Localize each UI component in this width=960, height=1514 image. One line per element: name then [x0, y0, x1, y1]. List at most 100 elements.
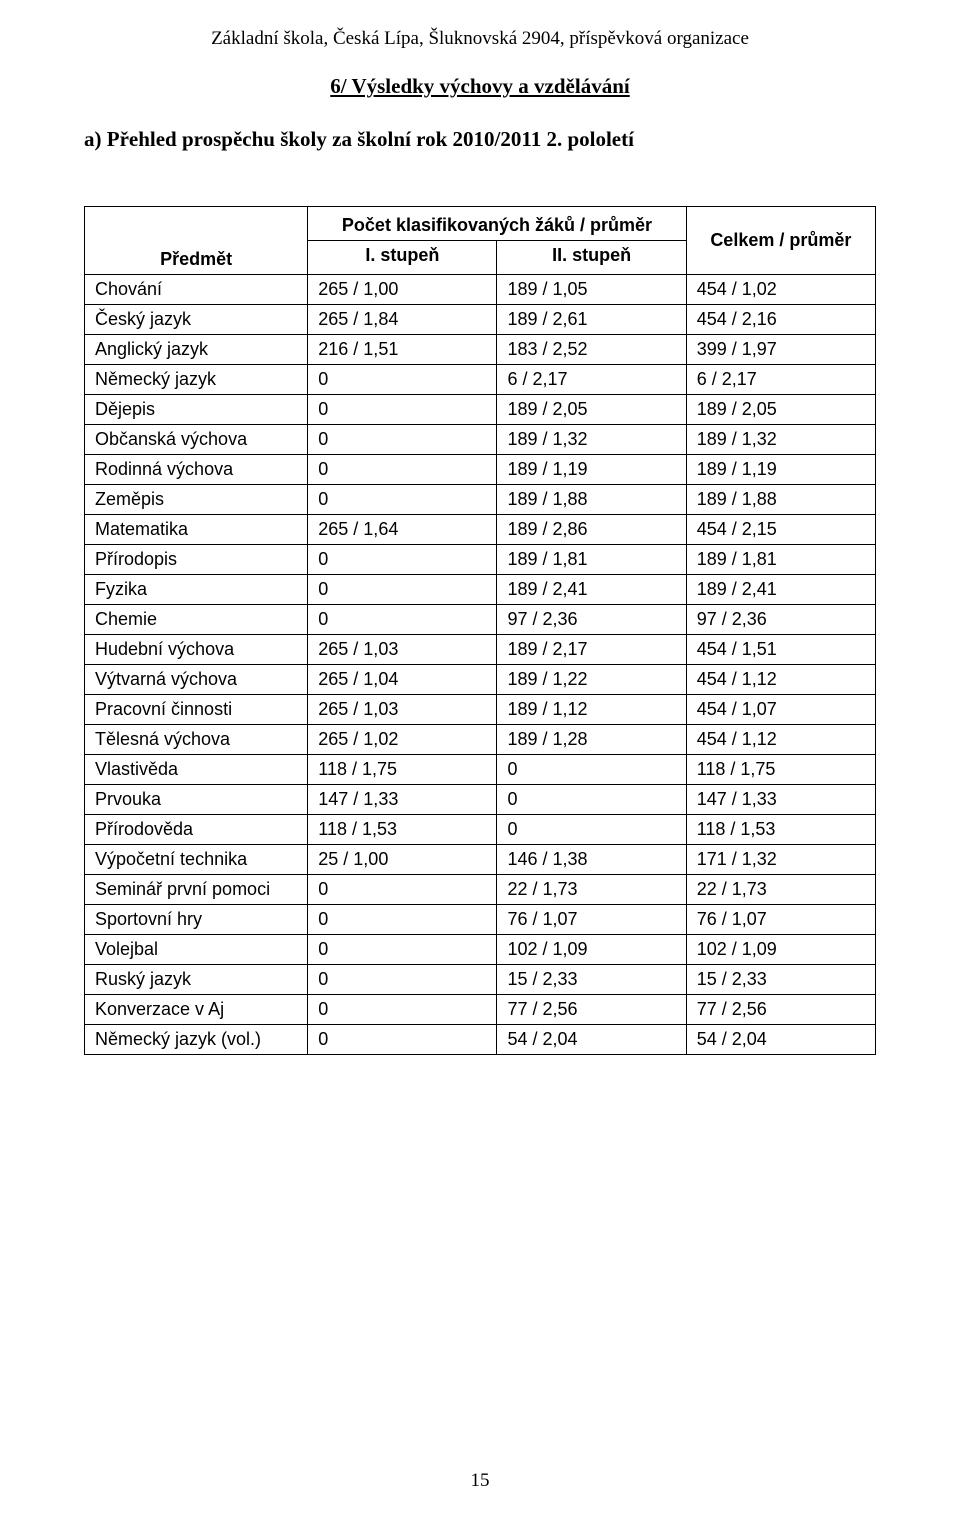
cell-subject: Anglický jazyk [85, 335, 308, 365]
cell-subject: Přírodověda [85, 815, 308, 845]
cell-stage1: 265 / 1,02 [308, 725, 497, 755]
cell-total: 454 / 1,02 [686, 275, 875, 305]
cell-stage1: 0 [308, 905, 497, 935]
cell-stage1: 216 / 1,51 [308, 335, 497, 365]
cell-total: 15 / 2,33 [686, 965, 875, 995]
table-row: Výpočetní technika25 / 1,00146 / 1,38171… [85, 845, 876, 875]
cell-total: 22 / 1,73 [686, 875, 875, 905]
table-row: Vlastivěda118 / 1,750118 / 1,75 [85, 755, 876, 785]
cell-stage1: 265 / 1,64 [308, 515, 497, 545]
table-body: Chování265 / 1,00189 / 1,05454 / 1,02Čes… [85, 275, 876, 1055]
table-row: Prvouka147 / 1,330147 / 1,33 [85, 785, 876, 815]
cell-stage1: 0 [308, 875, 497, 905]
cell-stage1: 0 [308, 575, 497, 605]
col-header-stage1: I. stupeň [308, 241, 497, 275]
cell-total: 189 / 1,81 [686, 545, 875, 575]
table-header: Předmět Počet klasifikovaných žáků / prů… [85, 207, 876, 275]
cell-stage2: 189 / 1,81 [497, 545, 686, 575]
cell-subject: Chování [85, 275, 308, 305]
cell-stage1: 265 / 1,03 [308, 635, 497, 665]
cell-subject: Sportovní hry [85, 905, 308, 935]
grades-table: Předmět Počet klasifikovaných žáků / prů… [84, 206, 876, 1055]
cell-stage1: 0 [308, 395, 497, 425]
cell-subject: Český jazyk [85, 305, 308, 335]
table-row: Tělesná výchova265 / 1,02189 / 1,28454 /… [85, 725, 876, 755]
cell-stage2: 189 / 2,05 [497, 395, 686, 425]
cell-stage2: 76 / 1,07 [497, 905, 686, 935]
table-row: Chování265 / 1,00189 / 1,05454 / 1,02 [85, 275, 876, 305]
school-header: Základní škola, Česká Lípa, Šluknovská 2… [84, 28, 876, 50]
table-row: Konverzace v Aj077 / 2,5677 / 2,56 [85, 995, 876, 1025]
table-row: Matematika265 / 1,64189 / 2,86454 / 2,15 [85, 515, 876, 545]
cell-stage2: 146 / 1,38 [497, 845, 686, 875]
cell-total: 189 / 1,19 [686, 455, 875, 485]
table-row: Volejbal0102 / 1,09102 / 1,09 [85, 935, 876, 965]
table-row: Pracovní činnosti265 / 1,03189 / 1,12454… [85, 695, 876, 725]
cell-stage2: 6 / 2,17 [497, 365, 686, 395]
cell-total: 189 / 1,88 [686, 485, 875, 515]
table-row: Sportovní hry076 / 1,0776 / 1,07 [85, 905, 876, 935]
cell-stage2: 22 / 1,73 [497, 875, 686, 905]
col-header-total: Celkem / průměr [686, 207, 875, 275]
cell-total: 454 / 1,12 [686, 725, 875, 755]
cell-total: 189 / 2,41 [686, 575, 875, 605]
cell-stage1: 0 [308, 605, 497, 635]
cell-subject: Německý jazyk (vol.) [85, 1025, 308, 1055]
cell-total: 454 / 1,51 [686, 635, 875, 665]
cell-stage1: 118 / 1,75 [308, 755, 497, 785]
table-row: Rodinná výchova0189 / 1,19189 / 1,19 [85, 455, 876, 485]
table-row: Český jazyk265 / 1,84189 / 2,61454 / 2,1… [85, 305, 876, 335]
cell-stage2: 77 / 2,56 [497, 995, 686, 1025]
cell-total: 454 / 1,12 [686, 665, 875, 695]
page-number: 15 [0, 1470, 960, 1492]
cell-stage1: 118 / 1,53 [308, 815, 497, 845]
cell-total: 454 / 1,07 [686, 695, 875, 725]
cell-stage2: 189 / 2,86 [497, 515, 686, 545]
cell-total: 77 / 2,56 [686, 995, 875, 1025]
cell-total: 76 / 1,07 [686, 905, 875, 935]
cell-total: 6 / 2,17 [686, 365, 875, 395]
cell-total: 454 / 2,15 [686, 515, 875, 545]
table-row: Výtvarná výchova265 / 1,04189 / 1,22454 … [85, 665, 876, 695]
cell-stage2: 102 / 1,09 [497, 935, 686, 965]
page-container: Základní škola, Česká Lípa, Šluknovská 2… [0, 0, 960, 1514]
table-row: Německý jazyk (vol.)054 / 2,0454 / 2,04 [85, 1025, 876, 1055]
cell-stage1: 0 [308, 545, 497, 575]
table-row: Hudební výchova265 / 1,03189 / 2,17454 /… [85, 635, 876, 665]
cell-total: 118 / 1,75 [686, 755, 875, 785]
cell-subject: Seminář první pomoci [85, 875, 308, 905]
cell-subject: Hudební výchova [85, 635, 308, 665]
cell-total: 118 / 1,53 [686, 815, 875, 845]
cell-total: 171 / 1,32 [686, 845, 875, 875]
cell-subject: Volejbal [85, 935, 308, 965]
cell-total: 399 / 1,97 [686, 335, 875, 365]
cell-stage2: 189 / 1,28 [497, 725, 686, 755]
table-row: Dějepis0189 / 2,05189 / 2,05 [85, 395, 876, 425]
cell-stage2: 189 / 2,41 [497, 575, 686, 605]
cell-subject: Fyzika [85, 575, 308, 605]
table-row: Přírodopis0189 / 1,81189 / 1,81 [85, 545, 876, 575]
cell-stage2: 189 / 1,05 [497, 275, 686, 305]
cell-subject: Zeměpis [85, 485, 308, 515]
table-row: Občanská výchova0189 / 1,32189 / 1,32 [85, 425, 876, 455]
cell-stage2: 189 / 2,61 [497, 305, 686, 335]
cell-stage1: 265 / 1,00 [308, 275, 497, 305]
cell-stage1: 25 / 1,00 [308, 845, 497, 875]
cell-subject: Rodinná výchova [85, 455, 308, 485]
cell-subject: Pracovní činnosti [85, 695, 308, 725]
table-row: Zeměpis0189 / 1,88189 / 1,88 [85, 485, 876, 515]
subsection-line: a) Přehled prospěchu školy za školní rok… [84, 127, 876, 152]
cell-stage2: 189 / 1,22 [497, 665, 686, 695]
cell-stage1: 265 / 1,84 [308, 305, 497, 335]
cell-total: 147 / 1,33 [686, 785, 875, 815]
cell-stage2: 189 / 1,12 [497, 695, 686, 725]
cell-subject: Prvouka [85, 785, 308, 815]
cell-stage1: 265 / 1,03 [308, 695, 497, 725]
table-row: Ruský jazyk015 / 2,3315 / 2,33 [85, 965, 876, 995]
cell-subject: Chemie [85, 605, 308, 635]
cell-subject: Přírodopis [85, 545, 308, 575]
cell-subject: Matematika [85, 515, 308, 545]
cell-total: 454 / 2,16 [686, 305, 875, 335]
cell-stage1: 0 [308, 1025, 497, 1055]
cell-stage1: 0 [308, 365, 497, 395]
